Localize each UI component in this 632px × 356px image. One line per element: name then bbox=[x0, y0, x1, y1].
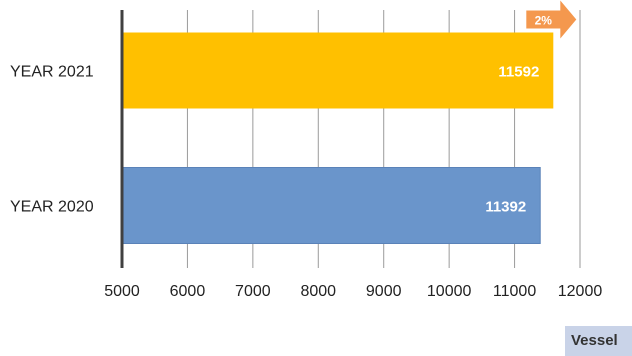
x-tick-label: 12000 bbox=[558, 283, 603, 300]
bars-group: 11592 11392 bbox=[121, 32, 554, 244]
x-tick-label: 6000 bbox=[170, 283, 206, 300]
category-label: YEAR 2020 bbox=[10, 199, 94, 216]
x-tick-label: 9000 bbox=[366, 283, 402, 300]
x-tick-label: 8000 bbox=[300, 283, 336, 300]
category-label: YEAR 2021 bbox=[10, 64, 94, 81]
bar-data-label: 11392 bbox=[485, 199, 526, 216]
x-tick-label: 10000 bbox=[427, 283, 472, 300]
x-tick-label: 5000 bbox=[104, 283, 140, 300]
growth-percent-label: 2% bbox=[535, 14, 553, 28]
x-tick-label: 7000 bbox=[235, 283, 271, 300]
category-labels: YEAR 2021 YEAR 2020 bbox=[10, 64, 94, 216]
legend: Vessel bbox=[565, 326, 632, 356]
bar bbox=[122, 32, 554, 109]
legend-label: Vessel bbox=[571, 332, 618, 349]
growth-arrow bbox=[526, 0, 577, 39]
x-tick-labels: 5000 6000 7000 8000 9000 10000 11000 12000 bbox=[104, 283, 602, 300]
growth-annotation: 2% bbox=[526, 0, 577, 39]
bar-data-label: 11592 bbox=[498, 64, 539, 81]
bar bbox=[121, 167, 541, 244]
x-tick-label: 11000 bbox=[493, 283, 536, 300]
